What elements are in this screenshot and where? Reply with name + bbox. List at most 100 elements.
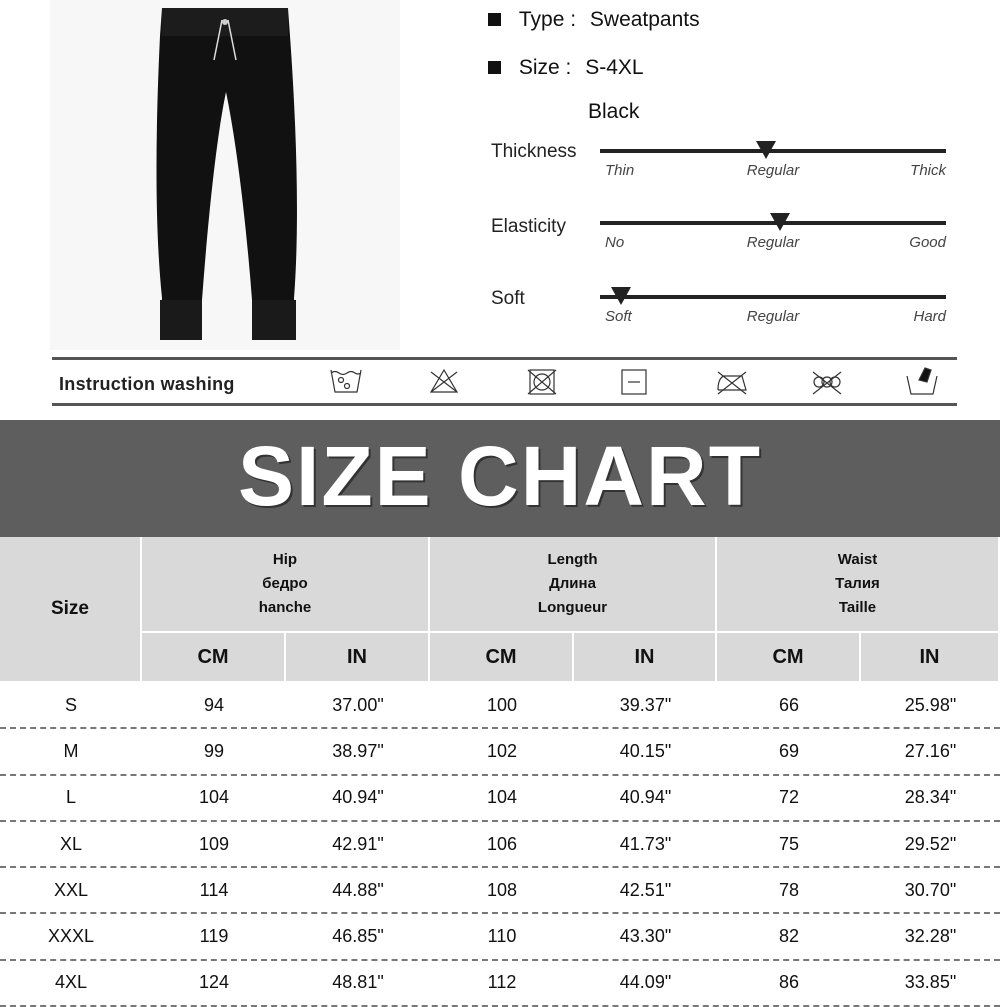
- measurement-cell: 100: [486, 694, 518, 715]
- measurement-cell: 102: [486, 740, 518, 761]
- size-cell: XXXL: [47, 926, 95, 947]
- type-label: Type :: [518, 8, 577, 31]
- group-header-line: Талия: [835, 575, 880, 592]
- measurement-cell: 106: [486, 833, 518, 854]
- unit-header: CM: [430, 633, 574, 683]
- measurement-group-header: Hip бедро hanche: [142, 537, 430, 633]
- do-not-iron-icon: [712, 364, 750, 400]
- unit-header: IN: [286, 633, 430, 683]
- measurement-cell: 38.97": [332, 740, 384, 761]
- group-header-line: Waist: [837, 551, 878, 568]
- attribute-tick-label: Regular: [746, 162, 800, 179]
- group-header-line: Taille: [838, 599, 877, 616]
- attribute-label: Thickness: [491, 141, 577, 162]
- measurement-cell: 42.51": [619, 879, 672, 900]
- bullet-icon: [488, 13, 501, 26]
- measurement-cell: 99: [203, 740, 225, 761]
- machine-wash-30-icon: [327, 364, 365, 400]
- attribute-level-marker-icon: [756, 141, 777, 159]
- size-cell: XL: [59, 833, 83, 854]
- type-value: Sweatpants: [589, 8, 700, 31]
- measurement-cell: 27.16": [904, 740, 957, 761]
- measurement-cell: 40.15": [619, 740, 672, 761]
- measurement-cell: 86: [778, 972, 800, 993]
- table-row: XL 109 42.91" 106 41.73" 75 29.52": [0, 822, 1000, 869]
- measurement-cell: 82: [778, 926, 800, 947]
- measurement-cell: 43.30": [619, 926, 672, 947]
- attribute-tick-label: Thick: [910, 162, 946, 179]
- size-column-header: Size: [0, 537, 142, 683]
- attribute-label: Elasticity: [491, 216, 566, 237]
- attribute-level-marker-icon: [769, 213, 790, 231]
- table-row: L 104 40.94" 104 40.94" 72 28.34": [0, 776, 1000, 822]
- group-header-line: бедро: [262, 575, 308, 592]
- unit-header: CM: [142, 633, 286, 683]
- measurement-cell: 110: [487, 926, 517, 947]
- hand-wash-icon: [903, 364, 941, 400]
- attribute-tick-label: Hard: [913, 308, 946, 325]
- size-cell: S: [64, 694, 77, 715]
- attribute-tick-label: Thin: [605, 162, 635, 179]
- measurement-cell: 32.28": [904, 926, 957, 947]
- divider: [52, 403, 957, 406]
- size-value: S-4XL: [585, 56, 644, 79]
- table-row: XXL 114 44.88" 108 42.51" 78 30.70": [0, 868, 1000, 915]
- measurement-cell: 104: [486, 787, 518, 808]
- sweatpants-image: [156, 8, 297, 340]
- attribute-label: Soft: [491, 288, 525, 309]
- measurement-cell: 112: [487, 972, 517, 993]
- measurement-cell: 44.09": [619, 972, 672, 993]
- attribute-tick-label: Regular: [746, 308, 800, 325]
- attribute-tick-label: Regular: [746, 234, 800, 251]
- attribute-tick-label: No: [605, 234, 625, 251]
- divider: [52, 357, 957, 360]
- table-row: M 99 38.97" 102 40.15" 69 27.16": [0, 729, 1000, 776]
- color-value: Black: [588, 100, 640, 123]
- unit-header: IN: [861, 633, 1000, 683]
- size-chart-banner: [0, 420, 1000, 537]
- measurement-cell: 94: [203, 694, 225, 715]
- spec-size: Size : S-4XL: [488, 56, 644, 80]
- group-header-line: Hip: [272, 551, 298, 568]
- product-image: [50, 0, 400, 350]
- measurement-cell: 42.91": [332, 833, 384, 854]
- table-row: XXXL 119 46.85" 110 43.30" 82 32.28": [0, 915, 1000, 961]
- measurement-cell: 41.73": [619, 833, 672, 854]
- measurement-cell: 109: [198, 833, 230, 854]
- washing-title: Instruction washing: [59, 374, 235, 394]
- measurement-cell: 40.94": [619, 787, 672, 808]
- measurement-cell: 108: [486, 879, 518, 900]
- attribute-tick-label: Good: [909, 234, 946, 251]
- measurement-cell: 25.98": [904, 694, 957, 715]
- group-header-line: Length: [547, 551, 598, 568]
- size-label: Size :: [518, 56, 572, 79]
- measurement-cell: 104: [198, 787, 230, 808]
- measurement-cell: 30.70": [904, 879, 957, 900]
- measurement-cell: 72: [778, 787, 800, 808]
- group-header-line: hanche: [258, 599, 312, 616]
- measurement-cell: 39.37": [619, 694, 672, 715]
- table-row: S 94 37.00" 100 39.37" 66 25.98": [0, 683, 1000, 730]
- measurement-cell: 48.81": [332, 972, 384, 993]
- unit-header: CM: [717, 633, 861, 683]
- size-chart-title: SIZE CHART: [238, 429, 762, 523]
- do-not-dry-clean-icon: [807, 364, 845, 400]
- size-cell: L: [65, 787, 76, 808]
- attribute-tick-label: Soft: [605, 308, 632, 325]
- measurement-group-header: Waist Талия Taille: [717, 537, 1000, 633]
- size-cell: XXL: [53, 879, 89, 900]
- measurement-cell: 40.94": [332, 787, 384, 808]
- do-not-bleach-icon: [425, 364, 463, 400]
- measurement-cell: 119: [199, 926, 229, 947]
- measurement-cell: 75: [778, 833, 800, 854]
- group-header-line: Longueur: [537, 599, 608, 616]
- attribute-level-marker-icon: [610, 287, 631, 305]
- measurement-cell: 37.00": [332, 694, 384, 715]
- measurement-group-header: Length Длина Longueur: [430, 537, 717, 633]
- measurement-cell: 69: [778, 740, 800, 761]
- dry-flat-icon: [614, 364, 652, 400]
- measurement-cell: 66: [778, 694, 800, 715]
- bullet-icon: [488, 61, 501, 74]
- attribute-scale-track: [600, 295, 946, 299]
- measurement-cell: 33.85": [904, 972, 957, 993]
